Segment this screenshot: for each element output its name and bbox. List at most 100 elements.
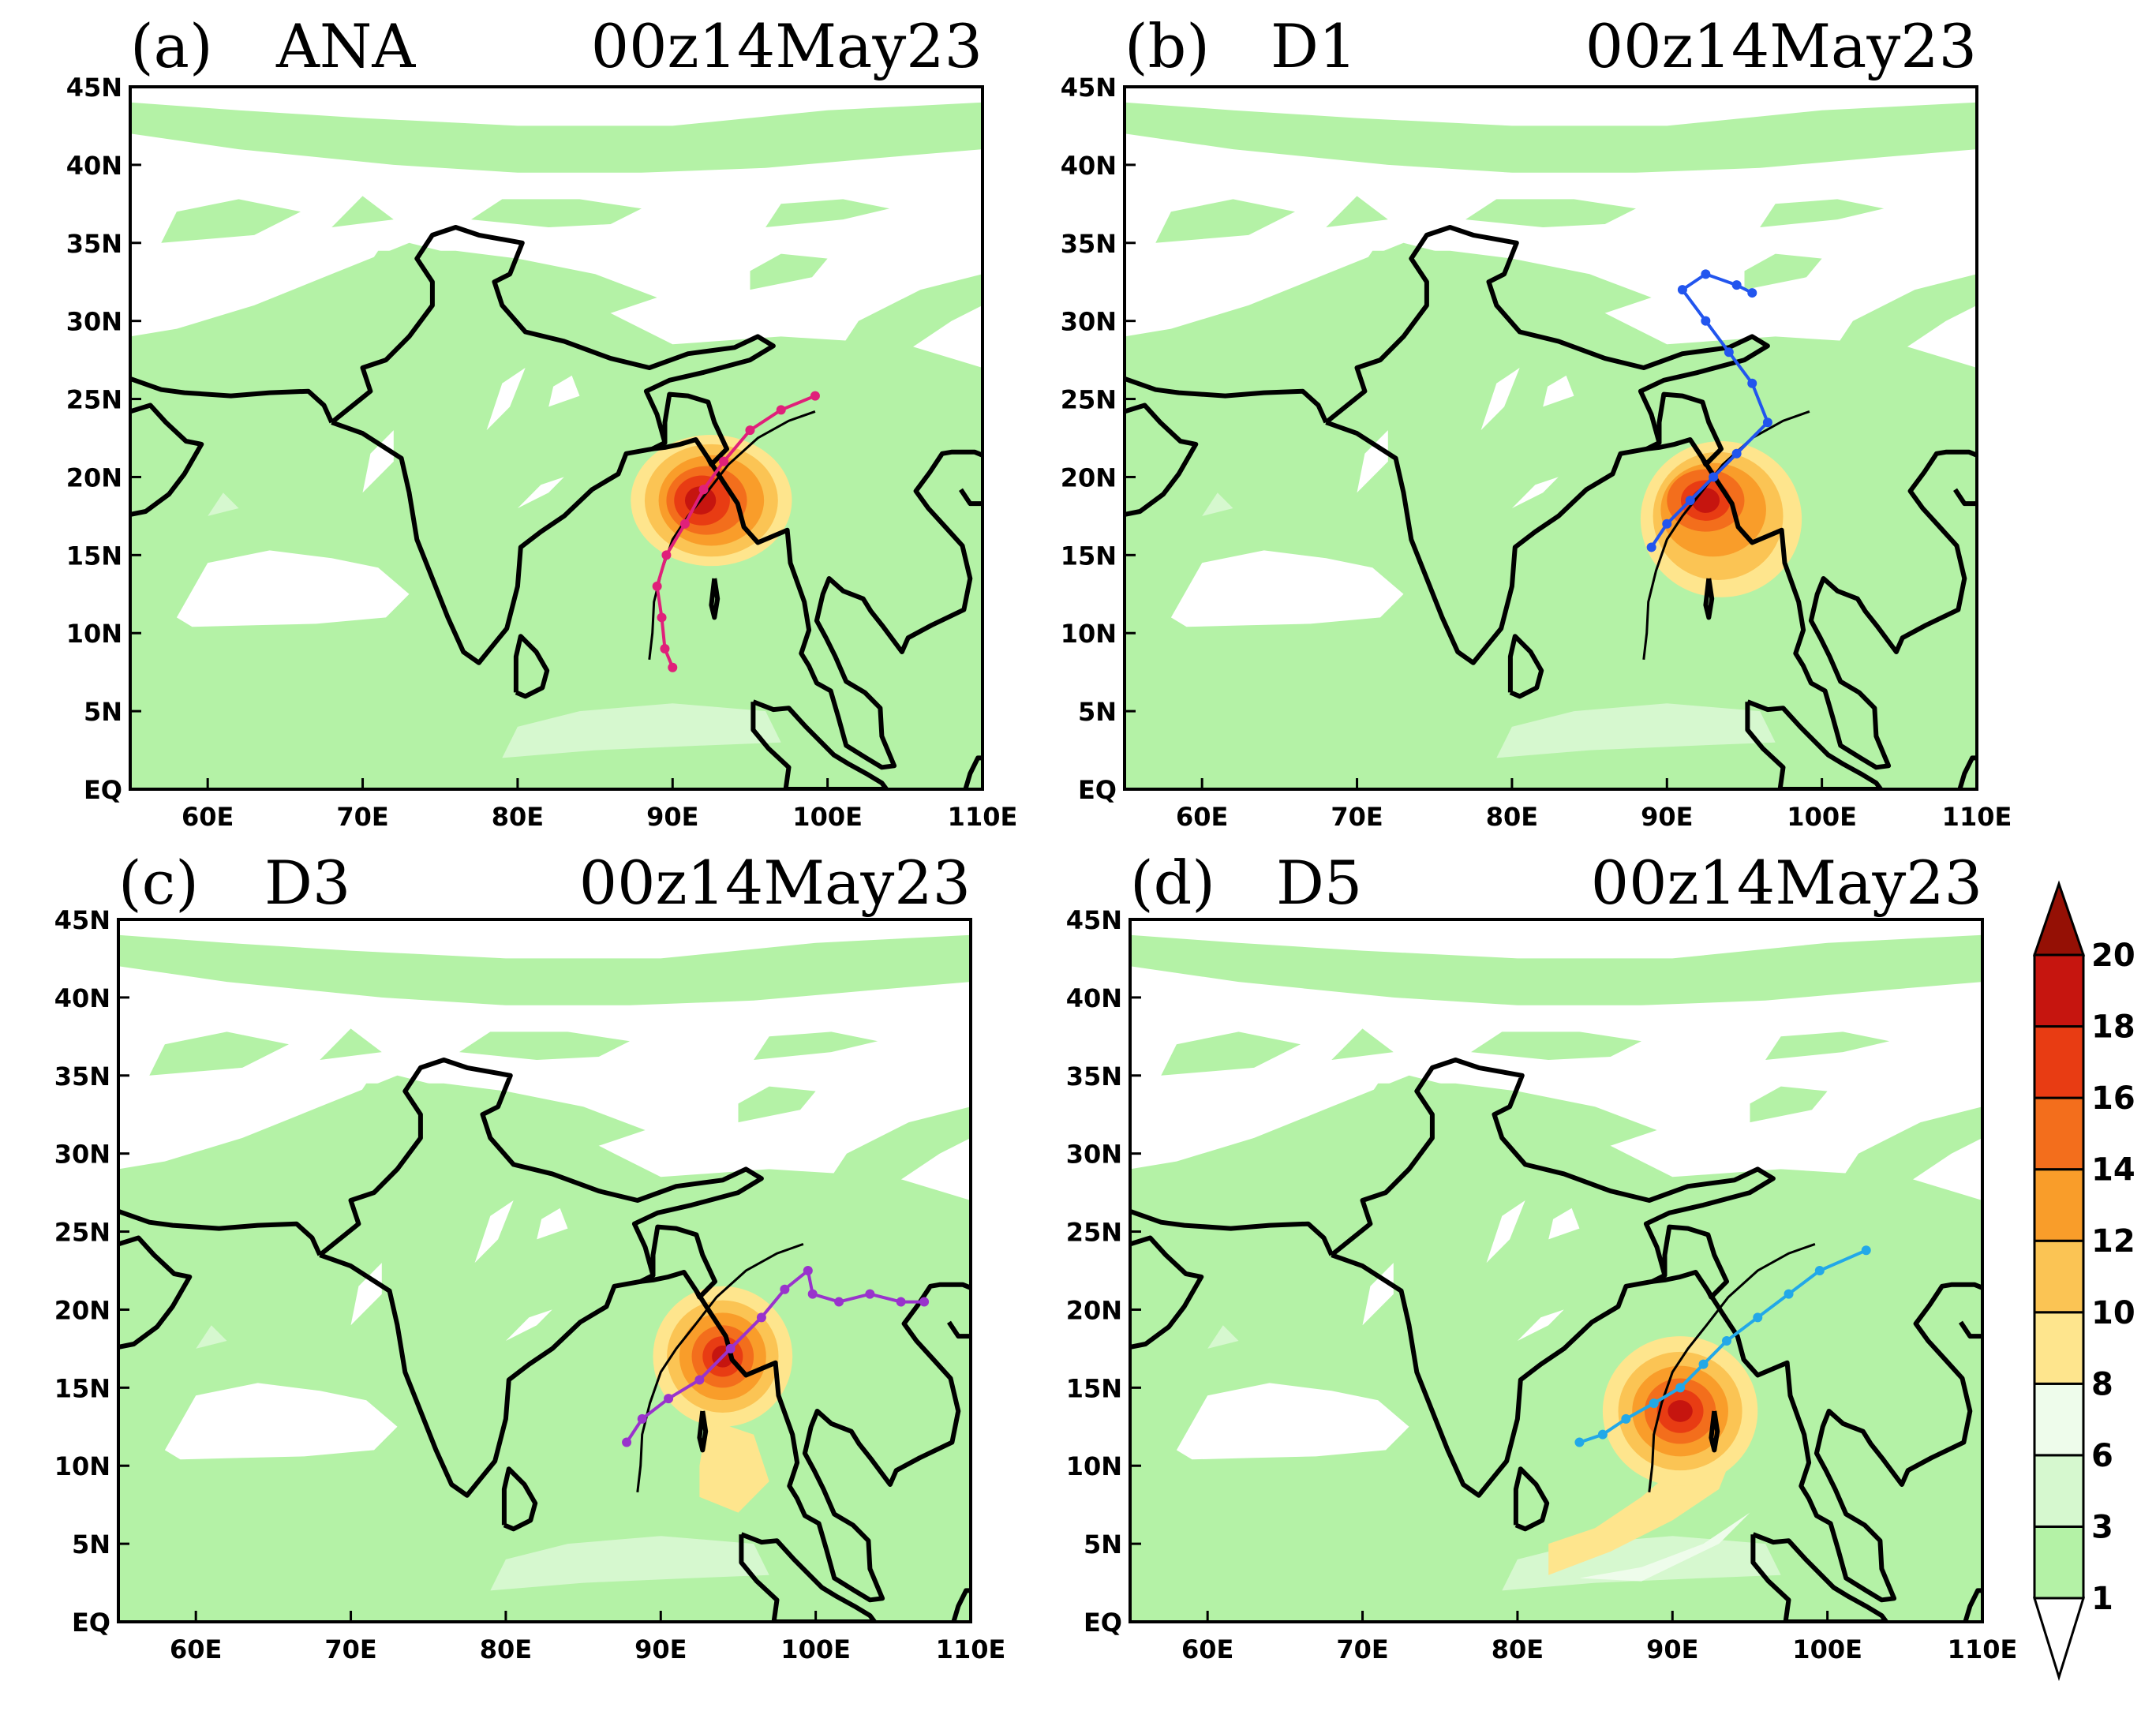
track-point [719, 456, 729, 466]
lat-tick-label: 15N [1061, 541, 1117, 571]
colorbar: 1 3 6 8 10 12 14 16 18 20 [2032, 880, 2135, 1682]
track-point [1701, 316, 1711, 326]
lon-tick-label: 80E [1492, 1634, 1544, 1664]
track-point [1662, 519, 1672, 529]
lat-tick-label: 20N [1066, 1295, 1122, 1325]
map-panel-d1: EQ 5N 10N 15N 20N 25N 30N 35N 40N 45N 60E 70E 80E 90E… [1061, 11, 2012, 832]
track-point [834, 1297, 844, 1307]
lon-tick-label: 80E [1486, 802, 1538, 832]
colorbar-bin [2033, 1025, 2085, 1099]
panel-name: D5 [1276, 848, 1362, 918]
lon-tick-label: 100E [792, 802, 863, 832]
lat-tick-label: 20N [1061, 462, 1117, 492]
lon-tick-label: 90E [634, 1634, 687, 1664]
colorbar-tick-label: 3 [2091, 1509, 2113, 1545]
lon-tick-label: 110E [948, 802, 1018, 832]
panel-name: ANA [275, 11, 416, 81]
lat-tick-label: 25N [1061, 385, 1117, 415]
lat-tick-label: 45N [1061, 73, 1117, 103]
lon-tick-label: 60E [182, 802, 234, 832]
map-frame [1129, 918, 1984, 1623]
colorbar-tick-label: 12 [2091, 1223, 2135, 1260]
shaded-field [1125, 87, 1977, 789]
track-point [803, 1266, 813, 1275]
lat-tick-label: 10N [1066, 1451, 1122, 1481]
track-point [679, 519, 690, 529]
track-point [1747, 378, 1757, 388]
lat-tick-label: 5N [1084, 1529, 1122, 1559]
lat-tick-label: 35N [66, 229, 122, 259]
lon-tick-label: 110E [1942, 802, 2012, 832]
lon-tick-label: 90E [1641, 802, 1693, 832]
colorbar-bin [2033, 1382, 2085, 1457]
track-point [725, 1343, 736, 1353]
track-point [1677, 285, 1687, 295]
track-point [1675, 1383, 1686, 1393]
track-point [865, 1289, 875, 1299]
lat-tick-label: 15N [66, 541, 122, 571]
panel-label: (a) [130, 11, 213, 81]
map-panel-d3: EQ 5N 10N 15N 20N 25N 30N 35N 40N 45N 60E 70E 80E 90E… [54, 848, 1006, 1664]
track-point [694, 1375, 705, 1385]
track-point [745, 425, 755, 436]
lat-tick-label: EQ [1078, 775, 1117, 805]
lat-tick-label: EQ [72, 1608, 110, 1638]
track-point [664, 1394, 674, 1404]
track-point [919, 1297, 930, 1307]
lat-tick-label: 25N [66, 385, 122, 415]
colorbar-bin [2033, 1096, 2085, 1171]
lat-tick-label: 25N [54, 1218, 110, 1248]
lat-tick-label: 10N [66, 619, 122, 649]
lon-tick-label: 60E [1176, 802, 1228, 832]
colorbar-tick-label: 16 [2091, 1080, 2135, 1117]
lat-tick-label: EQ [1084, 1608, 1122, 1638]
track-point [1709, 472, 1719, 482]
lat-tick-label: 40N [66, 151, 122, 181]
lat-tick-label: 35N [1066, 1061, 1122, 1091]
panel-label: (c) [118, 848, 199, 918]
map-frame [1123, 85, 1978, 791]
track-point [652, 581, 662, 591]
colorbar-tick-label: 1 [2091, 1581, 2113, 1617]
lat-tick-label: 10N [54, 1451, 110, 1481]
track-point [1574, 1437, 1585, 1447]
track-point [1597, 1429, 1608, 1440]
track-point [810, 391, 820, 401]
lat-tick-label: 40N [1066, 983, 1122, 1013]
track-point [1724, 347, 1734, 358]
shaded-field [118, 919, 971, 1622]
observed-track [1648, 1242, 1816, 1492]
observed-track [636, 1242, 804, 1492]
track-point [1814, 1266, 1825, 1275]
panel-time: 00z14May23 [579, 848, 971, 918]
map-frame [129, 85, 984, 791]
observed-track [1642, 410, 1810, 660]
track-point [1722, 1336, 1731, 1346]
track-point [1649, 1398, 1659, 1409]
colorbar-tick-label: 10 [2091, 1295, 2135, 1331]
lon-tick-label: 100E [1792, 1634, 1862, 1664]
lon-tick-label: 60E [1181, 1634, 1233, 1664]
lat-tick-label: 40N [1061, 151, 1117, 181]
lat-tick-label: 25N [1066, 1218, 1122, 1248]
colorbar-bin [2033, 1239, 2085, 1314]
panel-time: 00z14May23 [1591, 848, 1982, 918]
lon-tick-label: 90E [1646, 1634, 1698, 1664]
track-point [1701, 269, 1711, 279]
lat-tick-label: 30N [1066, 1140, 1122, 1170]
lat-tick-label: 5N [1078, 697, 1117, 727]
lat-tick-label: 35N [54, 1061, 110, 1091]
lon-tick-label: 90E [646, 802, 698, 832]
shaded-field [1130, 919, 1982, 1622]
colorbar-tick-label: 6 [2091, 1438, 2113, 1474]
lat-tick-label: 35N [1061, 229, 1117, 259]
colorbar-tick-label: 8 [2091, 1366, 2113, 1402]
lon-tick-label: 100E [780, 1634, 851, 1664]
track-point [637, 1413, 647, 1424]
colorbar-bin [2033, 1311, 2085, 1385]
shaded-field [130, 87, 983, 789]
lon-tick-label: 70E [324, 1634, 376, 1664]
lat-tick-label: 15N [54, 1373, 110, 1403]
map-panel-ana: EQ 5N 10N 15N 20N 25N 30N 35N 40N 45N 60E 70E 80E 90E… [66, 11, 1018, 832]
